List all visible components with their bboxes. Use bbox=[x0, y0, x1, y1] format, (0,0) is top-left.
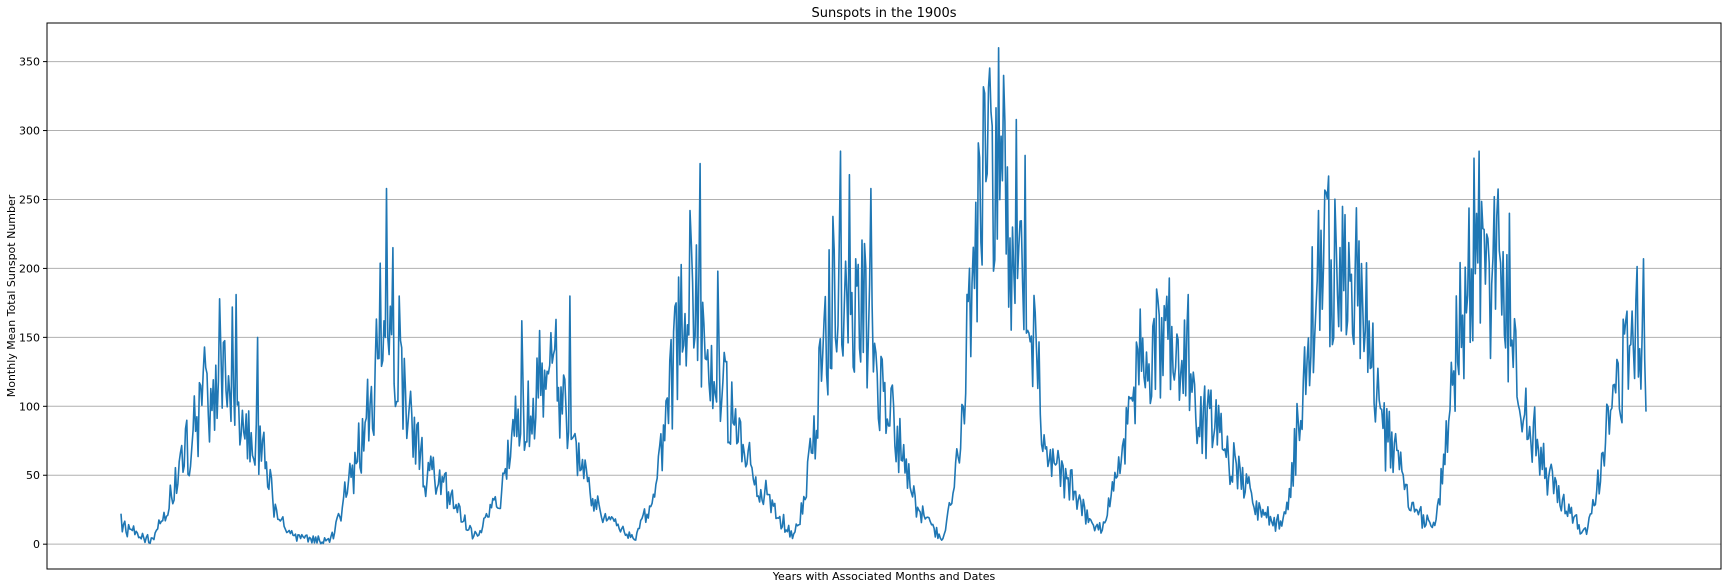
y-tick-label: 50 bbox=[26, 469, 40, 482]
y-tick-label: 250 bbox=[19, 193, 40, 206]
plot-frame bbox=[46, 22, 1722, 570]
y-tick-label: 350 bbox=[19, 56, 40, 69]
y-tick-label: 200 bbox=[19, 262, 40, 275]
y-tick-label: 150 bbox=[19, 331, 40, 344]
sunspot-series-line bbox=[120, 47, 1647, 545]
y-tick-label: 300 bbox=[19, 125, 40, 138]
chart-title: Sunspots in the 1900s bbox=[811, 6, 956, 21]
y-axis-ticks: 0 50 100 150 200 250 300 350 bbox=[19, 56, 47, 551]
y-gridlines bbox=[47, 61, 1721, 545]
y-tick-label: 0 bbox=[33, 538, 40, 551]
y-axis-label: Monthly Mean Total Sunspot Number bbox=[5, 194, 18, 397]
y-tick-label: 100 bbox=[19, 400, 40, 413]
x-axis-label: Years with Associated Months and Dates bbox=[772, 570, 996, 583]
